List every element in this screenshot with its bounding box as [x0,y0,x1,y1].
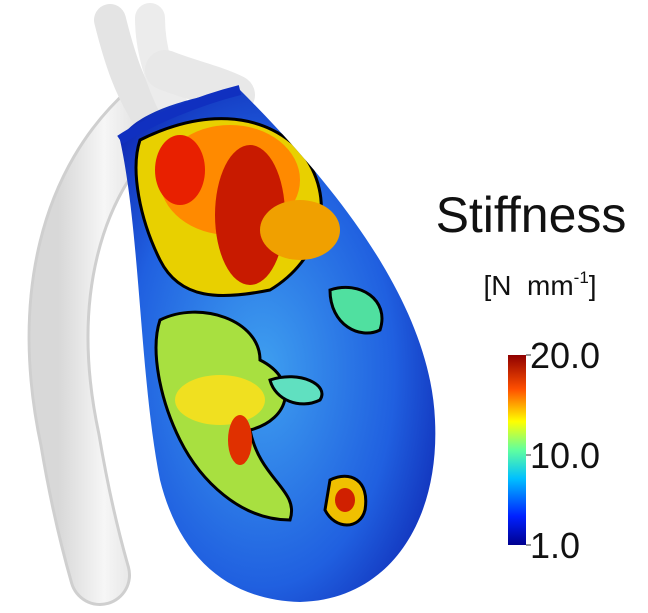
colorbar [508,355,526,545]
unit-end: ] [589,270,597,301]
colorbar-unit: [N mm-1] [483,268,596,301]
colorbar-tick-label: 20.0 [530,335,600,376]
unit-exponent: -1 [574,268,589,287]
colorbar-title: Stiffness [436,187,627,243]
colorbar-tick-label: 10.0 [530,435,600,476]
colorbar-tick-label: 1.0 [530,525,580,566]
aneurysm-map [120,90,435,602]
figure: Stiffness [N mm-1] 20.0 10.0 1.0 [0,0,648,608]
unit-text: [N mm [483,270,573,301]
page: Stiffness [N mm-1] 20.010.01.0 (() => { … [0,0,648,608]
